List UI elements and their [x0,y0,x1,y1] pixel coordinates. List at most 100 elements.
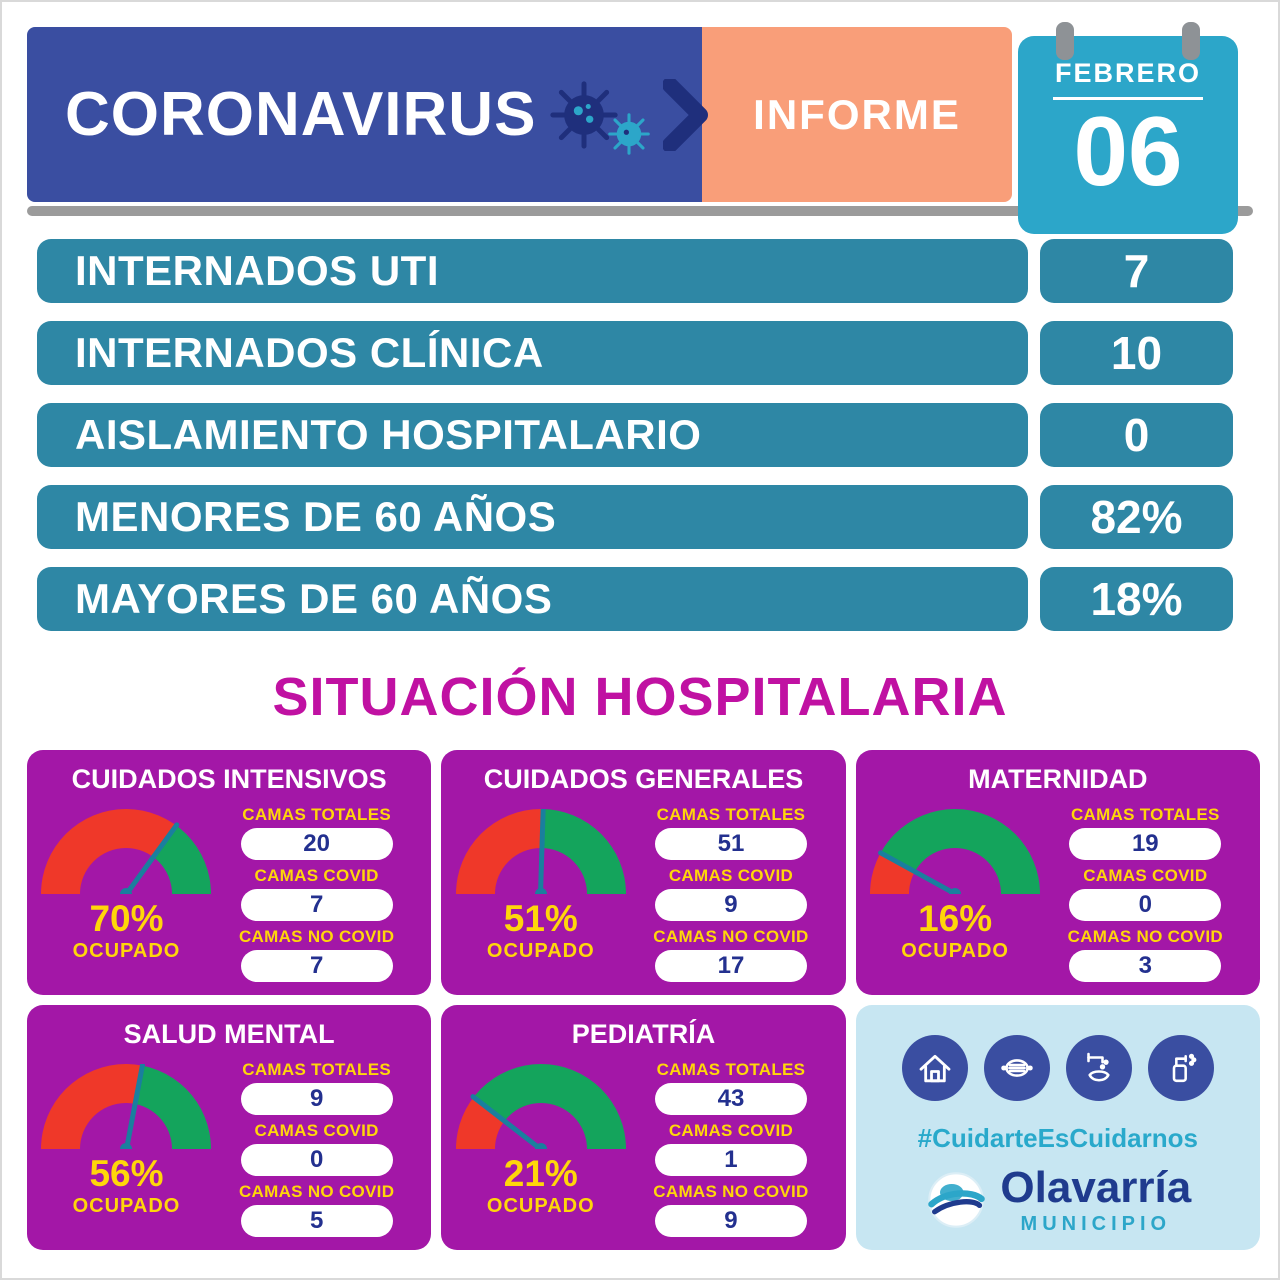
card-title: CUIDADOS GENERALES [483,764,804,794]
occupancy-gauge [41,1064,212,1149]
beds-value: 19 [1069,828,1222,860]
card-pediatria: PEDIATRÍA 21% OCUPADO CAMAS TOTALES 43 C… [441,1005,846,1250]
stat-value: 7 [1040,239,1233,303]
brand-name: Olavarría [1000,1163,1192,1212]
occupancy-gauge [455,809,626,894]
card-cuidados-generales: CUIDADOS GENERALES 51% OCUPADO CAMAS TOT… [441,750,846,995]
olavarria-logo-icon [928,1172,986,1228]
beds-label: CAMAS COVID [1083,866,1208,885]
card-title: CUIDADOS INTENSIVOS [71,764,387,794]
beds-value: 7 [240,950,393,982]
stat-label: MENORES DE 60 AÑOS [37,485,1028,549]
beds-value: 5 [240,1205,393,1237]
report-label: INFORME [753,90,961,138]
occupancy-percent: 56% [89,1153,164,1194]
stat-label: MAYORES DE 60 AÑOS [37,567,1028,631]
beds-value: 51 [654,828,807,860]
beds-value: 20 [240,828,393,860]
beds-label: CAMAS TOTALES [242,1060,391,1079]
prevention-info-card: #CuidarteEsCuidarnos Olavarría MUNICIPIO [855,1005,1260,1250]
report-band: INFORME [702,27,1012,202]
beds-value: 3 [1069,950,1222,982]
beds-label: CAMAS TOTALES [242,805,391,824]
card-cuidados-intensivos: CUIDADOS INTENSIVOS 70% OCUPADO CAMAS TO… [27,750,432,995]
beds-value: 1 [654,1144,807,1176]
occupancy-percent: 16% [918,898,993,939]
stat-value: 10 [1040,321,1233,385]
hand-washing-icon [1065,1035,1132,1101]
calendar-rule [1053,97,1203,100]
beds-label: CAMAS TOTALES [1070,805,1220,824]
header-title-band: CORONAVIRUS [27,27,702,202]
beds-label: CAMAS COVID [668,866,794,885]
stats-list: INTERNADOS UTI 7 INTERNADOS CLÍNICA 10 A… [37,239,1233,631]
header-divider [27,206,1253,216]
card-title: PEDIATRÍA [571,1019,716,1049]
virus-icons [550,75,651,155]
stat-label: INTERNADOS UTI [37,239,1028,303]
chevron-right-icon [662,77,709,156]
occupancy-percent: 21% [503,1153,578,1194]
beds-value: 0 [1069,889,1222,921]
card-title: SALUD MENTAL [123,1019,335,1049]
stat-row: INTERNADOS UTI 7 [37,239,1233,303]
beds-value: 7 [240,889,393,921]
beds-label: CAMAS TOTALES [656,1060,806,1079]
beds-value: 0 [240,1144,393,1176]
stat-value: 0 [1040,403,1233,467]
beds-label: CAMAS COVID [254,1121,379,1140]
beds-label: CAMAS COVID [254,866,379,885]
header: CORONAVIRUS [27,27,1012,202]
stat-value: 82% [1040,485,1233,549]
occupancy-gauge [41,809,212,894]
card-maternidad: MATERNIDAD 16% OCUPADO CAMAS TOTALES 19 … [855,750,1260,995]
stat-value: 18% [1040,567,1233,631]
virus-icon [550,80,619,149]
municipality-logo: Olavarría MUNICIPIO [924,1166,1191,1234]
calendar-hook-icon [1056,22,1074,60]
occupancy-gauge [870,809,1041,894]
card-salud-mental: SALUD MENTAL 56% OCUPADO CAMAS TOTALES 9… [27,1005,432,1250]
stat-label: AISLAMIENTO HOSPITALARIO [37,403,1028,467]
beds-value: 9 [654,1205,807,1237]
section-title: SITUACIÓN HOSPITALARIA [272,667,1008,727]
occupancy-label: OCUPADO [486,940,595,962]
stat-row: INTERNADOS CLÍNICA 10 [37,321,1233,385]
beds-label: CAMAS TOTALES [656,805,806,824]
beds-value: 9 [654,889,807,921]
spray-icon [1147,1035,1214,1101]
face-mask-icon [983,1035,1050,1101]
occupancy-gauge [455,1064,626,1149]
occupancy-label: OCUPADO [901,940,1009,962]
beds-label: CAMAS NO COVID [238,927,395,946]
stat-row: MAYORES DE 60 AÑOS 18% [37,567,1233,631]
brand-subtitle: MUNICIPIO [1020,1213,1172,1235]
beds-label: CAMAS NO COVID [1067,927,1223,946]
calendar-day: 06 [1073,96,1183,206]
stat-row: AISLAMIENTO HOSPITALARIO 0 [37,403,1233,467]
occupancy-label: OCUPADO [72,1195,181,1217]
beds-label: CAMAS NO COVID [653,927,809,946]
hospital-cards-grid: CUIDADOS INTENSIVOS 70% OCUPADO CAMAS TO… [27,750,1260,1250]
calendar-hook-icon [1182,22,1200,60]
occupancy-percent: 70% [89,898,164,939]
beds-label: CAMAS NO COVID [238,1182,395,1201]
occupancy-label: OCUPADO [72,940,181,962]
calendar-month: FEBRERO [1054,58,1201,88]
prevention-icons [901,1035,1214,1101]
hashtag: #CuidarteEsCuidarnos [917,1123,1198,1153]
beds-value: 9 [240,1083,393,1115]
occupancy-label: OCUPADO [486,1195,595,1217]
stat-label: INTERNADOS CLÍNICA [37,321,1028,385]
page-title: CORONAVIRUS [65,80,537,149]
calendar: FEBRERO 06 [1018,22,1238,234]
beds-value: 43 [654,1083,807,1115]
house-icon [901,1035,968,1101]
stat-row: MENORES DE 60 AÑOS 82% [37,485,1233,549]
virus-icon-small [608,112,651,155]
beds-label: CAMAS COVID [668,1121,794,1140]
beds-label: CAMAS NO COVID [653,1182,809,1201]
occupancy-percent: 51% [503,898,578,939]
beds-value: 17 [654,950,807,982]
